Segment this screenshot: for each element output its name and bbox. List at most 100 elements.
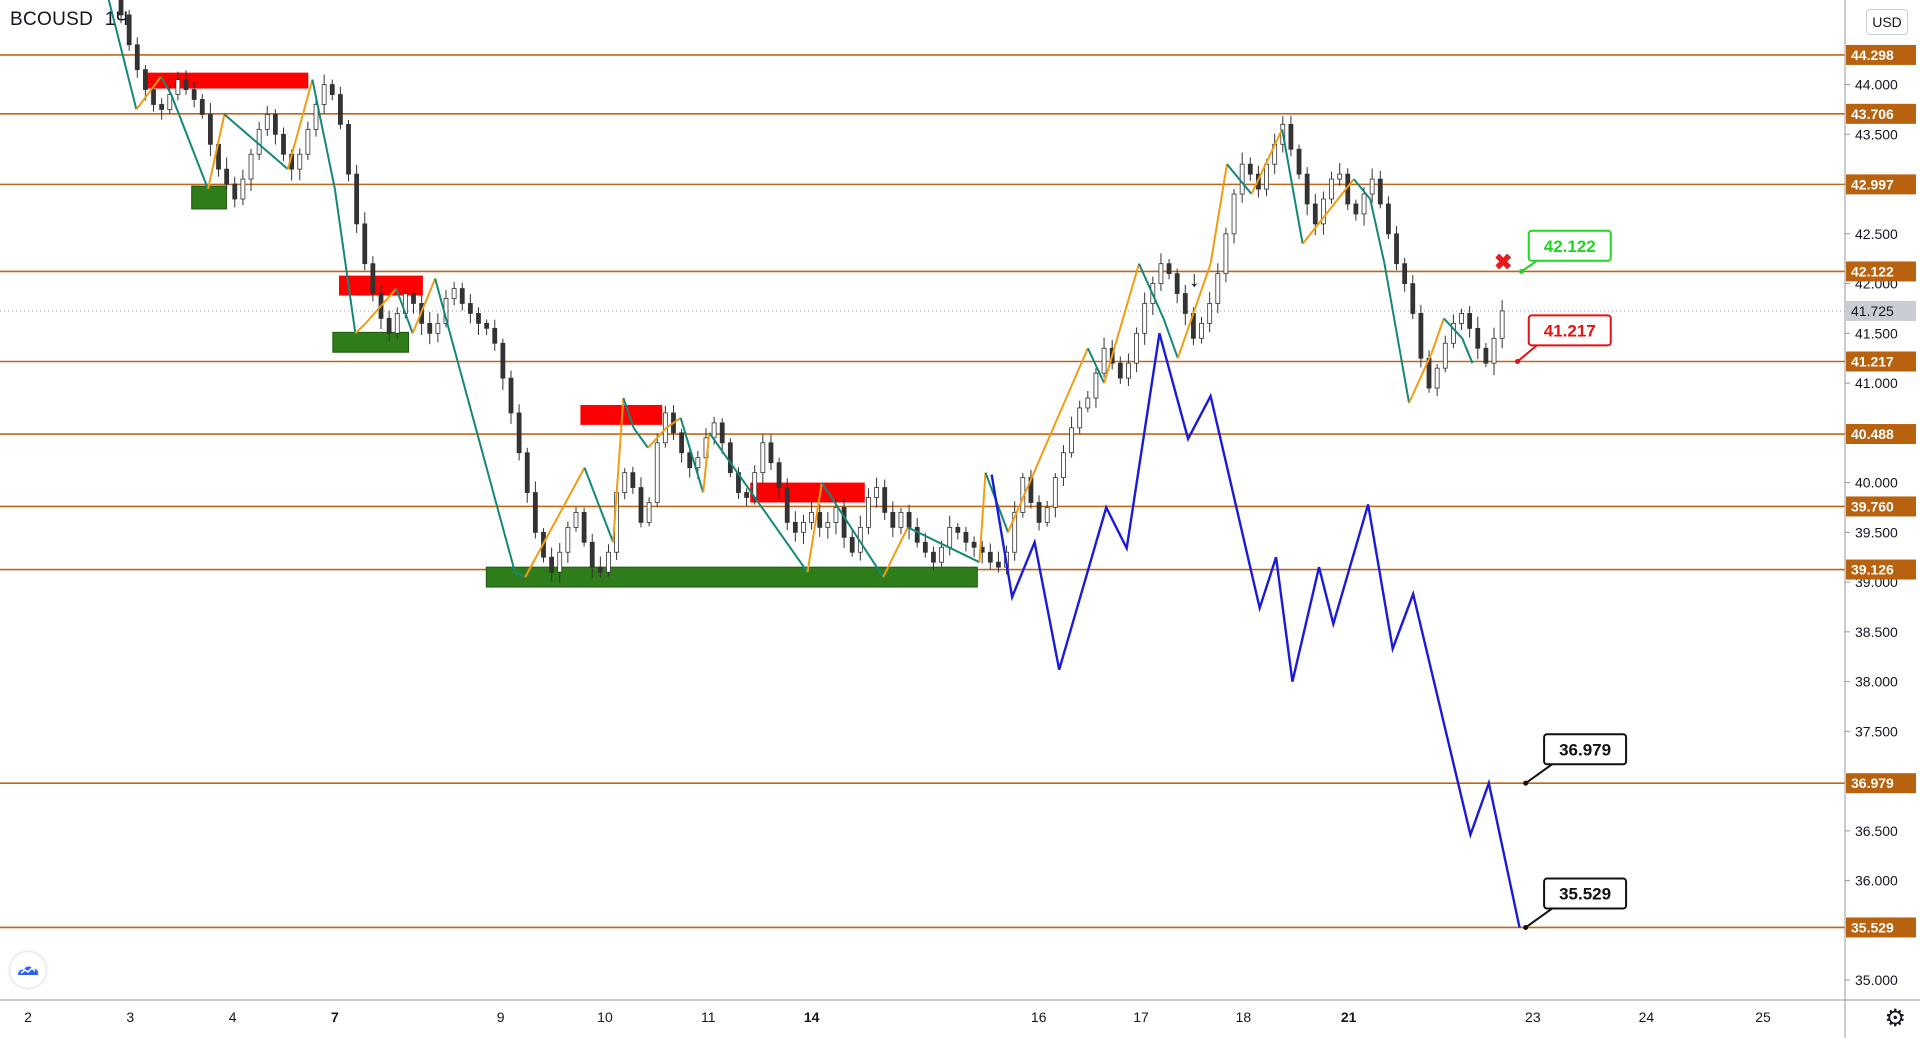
- candle-body: [1483, 347, 1489, 364]
- current-price-label: 41.725: [1851, 303, 1894, 319]
- interval-label: 1Ч: [104, 9, 129, 30]
- candle-body: [589, 541, 595, 568]
- wave-segment: [1162, 318, 1179, 359]
- level-price-label: 42.122: [1851, 263, 1894, 279]
- y-tick-label: 38.000: [1855, 674, 1898, 690]
- level-price-tag: [1846, 261, 1916, 282]
- candle-body: [1459, 313, 1464, 324]
- tradingview-logo-icon[interactable]: [10, 952, 46, 988]
- candle-body: [549, 556, 555, 573]
- callout-label: 36.979: [1559, 740, 1611, 759]
- symbol-title[interactable]: BCOUSD 1Ч: [10, 9, 129, 31]
- wave-segment: [1250, 128, 1284, 195]
- candle-body: [1247, 163, 1253, 175]
- candle-body: [427, 322, 433, 334]
- candle-body: [784, 487, 790, 523]
- candle-body: [1410, 283, 1416, 314]
- callout-pointer: [1516, 344, 1538, 363]
- candle-body: [126, 14, 132, 46]
- candle-body: [1117, 362, 1123, 379]
- candle-body: [1052, 477, 1058, 508]
- wave-segment: [1209, 164, 1228, 264]
- y-tick-label: 39.500: [1855, 524, 1898, 540]
- level-price-tag: [1846, 559, 1916, 580]
- candle-body: [459, 288, 465, 304]
- candle-body: [143, 69, 148, 90]
- candle-body: [207, 114, 213, 145]
- wave-segment: [1138, 263, 1165, 319]
- candle-body: [874, 487, 879, 498]
- level-price-tag: [1846, 773, 1916, 794]
- candle-body: [532, 492, 538, 533]
- candle-body: [654, 442, 660, 503]
- candle-body: [1304, 173, 1310, 205]
- candle-body: [849, 536, 855, 553]
- candle-body: [1182, 293, 1188, 314]
- candle-body: [362, 223, 368, 265]
- candle-body: [313, 104, 319, 130]
- wave-segment: [978, 472, 987, 563]
- candle-body: [159, 104, 165, 110]
- candle-body: [1126, 362, 1131, 379]
- candle-body: [711, 422, 717, 439]
- wave-segment: [1443, 317, 1463, 339]
- candle-body: [971, 541, 977, 548]
- candle-body: [866, 497, 871, 528]
- candle-body: [321, 84, 327, 105]
- candle-body: [695, 457, 701, 469]
- candle-body: [833, 507, 839, 523]
- wave-lines: [107, 0, 1474, 579]
- candle-body: [394, 313, 400, 334]
- level-price-tag: [1846, 424, 1916, 445]
- candle-body: [492, 327, 498, 344]
- supply-zone: [144, 72, 309, 89]
- level-price-tag: [1846, 44, 1916, 65]
- candle-body: [167, 94, 173, 110]
- candle-body: [1158, 263, 1164, 284]
- wave-segment: [821, 482, 885, 578]
- currency-button[interactable]: USD: [1866, 9, 1908, 35]
- candle-body: [484, 322, 490, 329]
- candle-body: [1036, 502, 1042, 523]
- candle-body: [1069, 427, 1074, 454]
- supply-zone: [338, 275, 423, 296]
- wave-segment: [207, 114, 226, 190]
- candle-body: [151, 89, 156, 105]
- callout-box: [1543, 733, 1628, 766]
- level-price-label: 36.979: [1851, 775, 1894, 791]
- wave-segment: [907, 526, 980, 564]
- candle-body: [996, 561, 1001, 568]
- settings-gear-icon[interactable]: ⚙: [1884, 1005, 1906, 1032]
- candle-body: [451, 288, 457, 299]
- level-price-tag: [1846, 496, 1916, 517]
- wave-segment: [1369, 198, 1386, 264]
- wave-segment: [1383, 263, 1411, 404]
- x-tick-label: 10: [597, 1009, 613, 1025]
- candle-body: [281, 133, 286, 155]
- candle-body: [898, 512, 904, 528]
- candle-body: [1475, 327, 1481, 349]
- callout-box: [1527, 229, 1612, 262]
- candle-body: [199, 99, 205, 115]
- candle-body: [557, 551, 563, 573]
- candle-body: [435, 322, 441, 334]
- candle-body: [963, 531, 969, 543]
- candle-body: [508, 377, 514, 414]
- candle-body: [224, 168, 230, 185]
- candle-body: [630, 472, 636, 488]
- y-tick-label: 35.000: [1855, 972, 1898, 988]
- x-tick-label: 18: [1236, 1009, 1252, 1025]
- candle-body: [1312, 203, 1318, 225]
- x-tick-label: 14: [804, 1009, 820, 1025]
- candle-body: [1239, 163, 1245, 195]
- callout-pointer: [1525, 907, 1553, 929]
- level-price-tag: [1846, 351, 1916, 372]
- candle-body: [1442, 342, 1448, 369]
- candle-body: [1101, 347, 1107, 374]
- x-tick-label: 9: [497, 1009, 505, 1025]
- level-price-label: 39.126: [1851, 562, 1894, 578]
- callout-anchor-dot: [1523, 780, 1529, 786]
- candle-body: [1329, 178, 1334, 200]
- symbol-name: BCOUSD: [10, 9, 94, 30]
